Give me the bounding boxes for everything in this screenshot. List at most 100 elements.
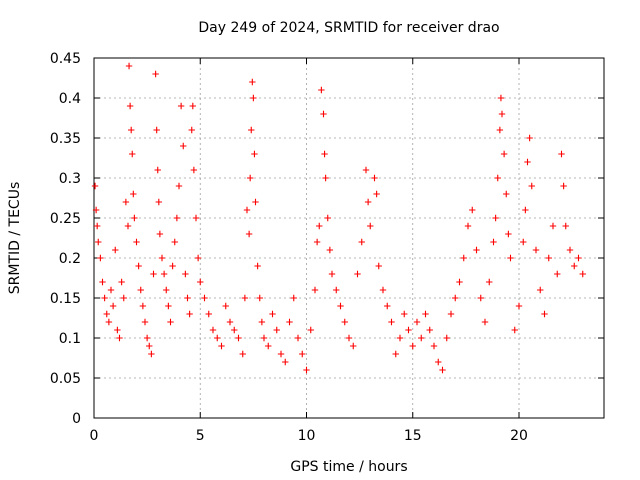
data-point — [103, 310, 110, 318]
data-point — [362, 166, 370, 174]
data-point — [231, 326, 238, 334]
data-point — [101, 294, 108, 302]
data-point — [409, 342, 416, 350]
data-point — [290, 294, 297, 302]
data-point — [532, 246, 540, 254]
data-point — [124, 222, 132, 230]
data-point — [126, 102, 134, 110]
data-point — [486, 278, 493, 286]
data-point — [341, 318, 348, 326]
data-point — [477, 294, 484, 302]
data-point — [464, 222, 472, 230]
data-point — [218, 342, 225, 350]
data-point — [388, 318, 395, 326]
data-point — [127, 126, 135, 134]
data-point — [505, 230, 512, 238]
data-point — [371, 174, 378, 182]
data-point — [107, 286, 115, 294]
data-point — [243, 206, 251, 214]
data-point — [558, 150, 565, 158]
data-point — [528, 182, 535, 190]
data-point — [379, 286, 387, 294]
data-point — [571, 262, 578, 270]
data-point — [435, 358, 442, 366]
data-point — [554, 270, 561, 278]
data-point — [515, 302, 523, 310]
y-tick-label: 0.35 — [50, 131, 81, 147]
data-point — [396, 334, 404, 342]
y-tick-label: 0 — [72, 411, 81, 427]
data-point — [313, 238, 321, 246]
data-point — [180, 142, 187, 150]
data-point — [209, 326, 217, 334]
data-point — [245, 230, 253, 238]
data-point — [186, 310, 193, 318]
data-point — [492, 214, 499, 222]
data-point — [384, 302, 391, 310]
data-point — [497, 94, 505, 102]
data-point — [122, 198, 130, 206]
data-point — [177, 102, 185, 110]
data-point — [137, 286, 144, 294]
data-point — [226, 318, 234, 326]
data-point — [260, 334, 268, 342]
y-tick-label: 0.25 — [50, 211, 81, 227]
data-point — [422, 310, 429, 318]
data-point — [188, 126, 195, 134]
x-tick-label: 0 — [90, 428, 99, 444]
data-point — [205, 310, 212, 318]
data-point — [503, 190, 510, 198]
data-point — [99, 278, 106, 286]
y-tick-label: 0.3 — [59, 171, 81, 187]
data-point — [537, 286, 544, 294]
data-point — [500, 150, 508, 158]
data-point — [143, 334, 151, 342]
data-point — [133, 238, 140, 246]
data-point — [246, 174, 254, 182]
data-point — [294, 334, 302, 342]
data-point — [171, 238, 178, 246]
data-point — [112, 246, 119, 254]
data-point — [498, 110, 506, 118]
data-point — [392, 350, 399, 358]
data-point — [222, 302, 229, 310]
data-point — [326, 246, 334, 254]
data-point — [173, 214, 181, 222]
data-point — [324, 214, 331, 222]
data-point — [579, 270, 586, 278]
data-point — [175, 182, 183, 190]
data-point — [311, 286, 319, 294]
data-point — [562, 222, 569, 230]
data-point — [318, 86, 325, 94]
y-tick-label: 0.4 — [59, 91, 81, 107]
y-axis-title: SRMTID / TECUs — [7, 182, 23, 295]
y-tick-label: 0.45 — [50, 51, 81, 67]
data-point — [282, 358, 289, 366]
data-point — [328, 270, 336, 278]
data-point — [405, 326, 412, 334]
data-point — [307, 326, 314, 334]
data-points — [91, 62, 586, 374]
data-point — [125, 62, 133, 70]
data-point — [273, 326, 280, 334]
data-point — [214, 334, 221, 342]
data-point — [354, 270, 361, 278]
data-point — [286, 318, 293, 326]
data-point — [252, 198, 259, 206]
data-point — [494, 174, 501, 182]
data-point — [197, 278, 204, 286]
data-point — [150, 270, 157, 278]
data-point — [560, 182, 567, 190]
data-point — [430, 342, 438, 350]
data-point — [524, 158, 531, 166]
data-point — [239, 350, 246, 358]
data-point — [526, 134, 533, 142]
y-tick-label: 0.05 — [50, 371, 81, 387]
data-point — [135, 262, 142, 270]
data-point — [337, 302, 344, 310]
data-point — [364, 198, 372, 206]
data-point — [299, 350, 306, 358]
data-point — [189, 102, 197, 110]
data-point — [473, 246, 480, 254]
data-point — [155, 198, 163, 206]
